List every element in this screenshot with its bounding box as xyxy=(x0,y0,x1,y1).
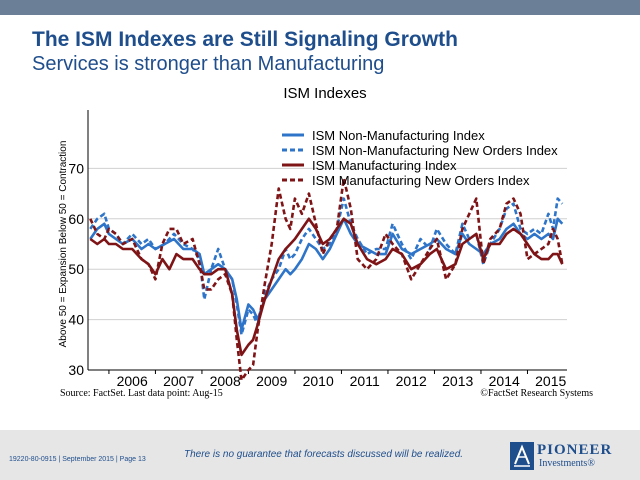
chart-credit: ©FactSet Research Systems xyxy=(480,388,593,399)
series-line-1 xyxy=(90,219,562,330)
legend-label-1: ISM Non-Manufacturing Index xyxy=(312,128,485,143)
x-tick-label-2010: 2010 xyxy=(303,373,334,389)
pioneer-logo: PIONEER Investments® xyxy=(510,440,610,474)
x-tick-label-2008: 2008 xyxy=(210,373,241,389)
page-subtitle: Services is stronger than Manufacturing xyxy=(32,53,384,76)
series-layer xyxy=(90,179,562,381)
y-tick-label-50: 50 xyxy=(68,261,84,277)
x-tick-label-2015: 2015 xyxy=(535,373,566,389)
x-tick-label-2009: 2009 xyxy=(256,373,287,389)
x-tick-label-2014: 2014 xyxy=(489,373,520,389)
x-tick-label-2012: 2012 xyxy=(396,373,427,389)
x-tick-label-2007: 2007 xyxy=(163,373,194,389)
x-tick-label-2011: 2011 xyxy=(350,373,380,389)
legend-label-4: ISM Manufacturing New Orders Index xyxy=(312,173,530,188)
logo-wordmark: PIONEER xyxy=(537,442,612,459)
page-title: The ISM Indexes are Still Signaling Grow… xyxy=(32,28,458,52)
chart-legend: ISM Non-Manufacturing IndexISM Non-Manuf… xyxy=(282,128,558,188)
y-tick-label-70: 70 xyxy=(68,160,84,176)
series-line-4 xyxy=(90,179,562,381)
disclaimer: There is no guarantee that forecasts dis… xyxy=(184,449,463,460)
legend-label-3: ISM Manufacturing Index xyxy=(312,158,457,173)
x-tick-label-2006: 2006 xyxy=(117,373,148,389)
logo-tagline: Investments® xyxy=(539,458,595,469)
x-tick-label-2013: 2013 xyxy=(442,373,473,389)
y-tick-label-60: 60 xyxy=(68,211,84,227)
top-bar xyxy=(0,0,640,15)
y-tick-label-30: 30 xyxy=(68,362,84,378)
legend-label-2: ISM Non-Manufacturing New Orders Index xyxy=(312,143,558,158)
chart-source: Source: FactSet. Last data point: Aug-15 xyxy=(60,388,223,399)
ism-chart: ISM Indexes 30 40 50 60 70 2006 2007 2008 2009 20… xyxy=(0,78,640,403)
y-tick-label-40: 40 xyxy=(68,312,84,328)
pioneer-logo-icon xyxy=(510,442,534,470)
y-axis-label: Above 50 = Expansion Below 50 = Contract… xyxy=(58,141,69,348)
chart-title: ISM Indexes xyxy=(283,85,366,102)
doc-id: 19220-80-0915 | September 2015 | Page 13 xyxy=(9,456,146,463)
